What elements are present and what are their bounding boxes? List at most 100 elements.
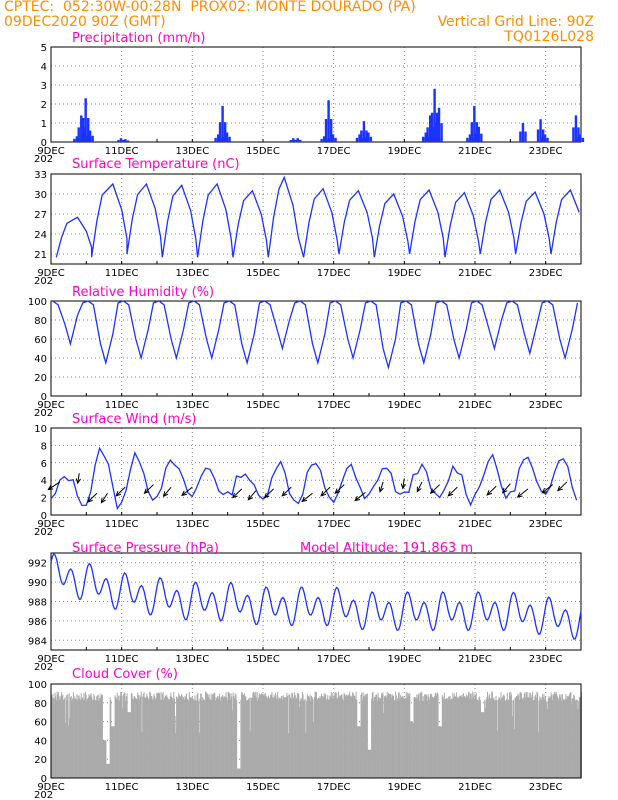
- cloud-bar: [425, 694, 427, 778]
- cloud-bar: [105, 740, 107, 778]
- precip-bar: [320, 138, 323, 142]
- precip-bar: [521, 123, 525, 142]
- x-tick-label: 17DEC: [317, 268, 351, 279]
- cloud-bar: [75, 699, 77, 778]
- x-tick-label: 15DEC: [246, 400, 280, 411]
- cloud-bar: [323, 693, 325, 778]
- wind-arrow: [231, 488, 243, 499]
- panel-title-precip: Precipitation (mm/h): [72, 31, 205, 46]
- y-tick-label: 40: [34, 736, 47, 747]
- cloud-bar: [576, 699, 578, 778]
- cloud-bar: [365, 696, 367, 778]
- wind-arrow: [354, 491, 366, 502]
- cloud-bar: [535, 694, 537, 778]
- cloud-bar: [454, 696, 456, 778]
- cloud-bar: [226, 700, 228, 778]
- cloud-bar: [448, 696, 450, 778]
- wind-arrow: [320, 486, 331, 497]
- cloud-bar: [110, 700, 112, 778]
- cloud-bar: [381, 694, 383, 778]
- precip-bar: [88, 130, 92, 142]
- cloud-bar: [405, 698, 407, 778]
- wind-arrow-shaft: [77, 473, 80, 484]
- precip-bar: [221, 105, 224, 142]
- precip-bar: [369, 136, 373, 142]
- cloud-bar: [461, 694, 463, 778]
- cloud-bar: [92, 700, 94, 778]
- cloud-bar: [271, 692, 273, 778]
- wind-arrow-shaft: [517, 488, 529, 498]
- cloud-bar: [412, 721, 414, 778]
- cloud-bar: [412, 723, 414, 778]
- cloud-bar: [263, 693, 265, 778]
- cloud-bar: [190, 697, 192, 778]
- cloud-bar: [377, 692, 379, 778]
- panel-title-rh: Relative Humidity (%): [72, 285, 214, 300]
- cloud-bar: [336, 698, 338, 778]
- cloud-bar: [230, 693, 232, 778]
- wind-arrow-head: [447, 490, 454, 497]
- cloud-bar: [559, 694, 561, 778]
- y-tick-label: 984: [28, 636, 47, 647]
- cloud-bar: [125, 696, 127, 778]
- cloud-bar: [306, 700, 308, 778]
- cloud-bar: [293, 696, 295, 778]
- cloud-bar: [395, 695, 397, 778]
- cloud-bar: [205, 691, 207, 778]
- wind-arrow-head: [354, 495, 361, 502]
- cloud-bar: [303, 700, 305, 778]
- cloud-bar: [552, 693, 554, 778]
- cloud-bar: [221, 696, 223, 778]
- cloud-bar: [558, 699, 560, 778]
- cloud-bar: [528, 697, 530, 778]
- cloud-bar: [135, 698, 137, 778]
- cloud-bar: [532, 691, 534, 778]
- cloud-bar: [93, 693, 95, 778]
- cloud-bar: [333, 695, 335, 778]
- cloud-bar: [491, 691, 493, 778]
- wind-arrow-shaft: [502, 483, 511, 494]
- cloud-bar: [188, 691, 190, 778]
- wind-arrow-shaft: [320, 486, 331, 497]
- cloud-bar: [460, 696, 462, 778]
- cloud-bar: [514, 697, 516, 778]
- cloud-bar: [114, 695, 116, 778]
- cloud-bar: [337, 691, 339, 778]
- wind-arrow: [416, 481, 423, 493]
- wind-arrow: [181, 486, 193, 497]
- cloud-bar: [327, 695, 329, 778]
- x-tick-label: 21DEC: [458, 782, 492, 793]
- cloud-bar: [133, 695, 135, 778]
- cloud-bar: [182, 699, 184, 778]
- cloud-bar: [106, 763, 108, 778]
- wind-arrow: [516, 488, 529, 498]
- temp-series-line: [55, 175, 580, 258]
- cloud-bar: [369, 749, 371, 778]
- cloud-bar: [548, 696, 550, 778]
- cloud-bar: [323, 697, 325, 778]
- cloud-bar: [419, 700, 421, 778]
- cloud-bar: [79, 700, 81, 778]
- cloud-bar: [213, 692, 215, 778]
- cloud-bar: [335, 692, 337, 778]
- cloud-bar: [566, 699, 568, 778]
- precip-bar: [440, 123, 443, 142]
- cloud-bar: [59, 695, 61, 778]
- cloud-bar: [502, 695, 504, 778]
- cloud-bar: [269, 697, 271, 778]
- wind-arrow-head: [231, 492, 238, 499]
- x-tick-label: 9DEC: [37, 519, 64, 530]
- precip-bar: [539, 119, 542, 142]
- cloud-bar: [334, 692, 336, 778]
- cloud-bar: [277, 691, 279, 778]
- cloud-bar: [382, 692, 384, 778]
- cloud-bar: [142, 696, 144, 778]
- x-tick-label: 15DEC: [246, 654, 280, 665]
- wind-series-line: [50, 446, 578, 511]
- cloud-bar: [125, 700, 127, 778]
- cloud-bar: [183, 696, 185, 778]
- precip-bar: [327, 100, 330, 142]
- cloud-bar: [151, 695, 153, 778]
- cloud-bar: [279, 698, 281, 778]
- cloud-bar: [443, 699, 445, 778]
